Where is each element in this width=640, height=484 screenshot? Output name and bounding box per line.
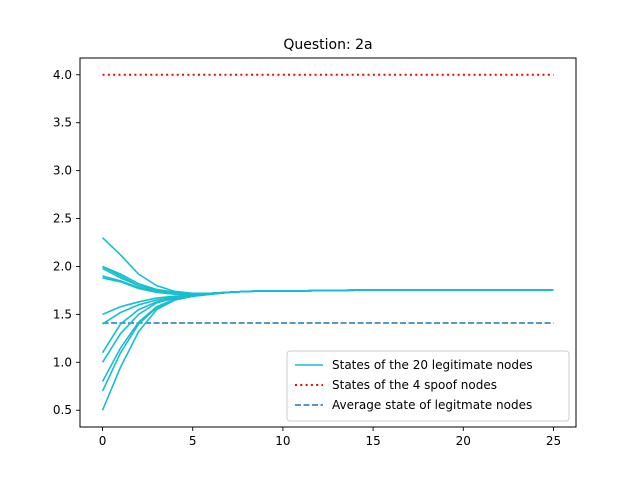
y-tick-label-5: 3.0 [53, 164, 72, 178]
x-tick-label-5: 25 [546, 434, 561, 448]
x-tick-label-4: 20 [456, 434, 471, 448]
plot-area [101, 73, 554, 411]
plot-frame [79, 57, 577, 428]
x-tick-label-1: 5 [189, 434, 197, 448]
legit-node-series-12 [101, 289, 554, 411]
legit-node-series-7 [102, 289, 554, 325]
y-tick-label-2: 1.5 [53, 307, 72, 321]
y-tick-label-6: 3.5 [53, 116, 72, 130]
y-tick-label-3: 2.0 [53, 259, 72, 273]
legend-box [286, 350, 570, 422]
x-tick-label-3: 15 [365, 434, 380, 448]
legend-label-average: Average state of legitmate nodes [332, 398, 532, 412]
y-tick-label-4: 2.5 [53, 212, 72, 226]
y-tick-label-0: 0.5 [53, 403, 72, 417]
legend-label-legit: States of the 20 legitimate nodes [332, 358, 533, 372]
legend-label-spoof: States of the 4 spoof nodes [332, 378, 497, 392]
y-axis: 0.5 1.0 1.5 2.0 2.5 3.0 3.5 4.0 [53, 68, 80, 417]
legit-node-series-0 [101, 237, 554, 295]
chart-title: Question: 2a [283, 37, 372, 53]
legend: States of the 20 legitimate nodes States … [286, 350, 570, 422]
y-tick-label-7: 4.0 [53, 68, 72, 82]
y-tick-label-1: 1.0 [53, 355, 72, 369]
x-tick-label-0: 0 [99, 434, 107, 448]
x-axis: 0 5 10 15 20 25 [99, 427, 561, 448]
x-tick-label-2: 10 [275, 434, 290, 448]
